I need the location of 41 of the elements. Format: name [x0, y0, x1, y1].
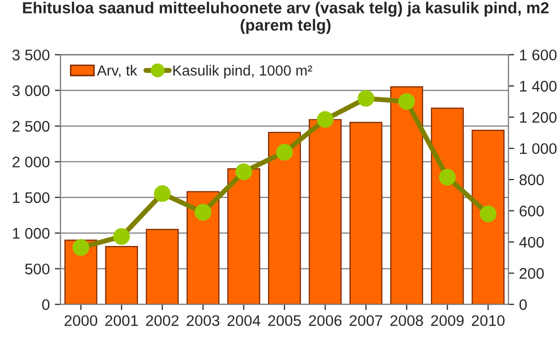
y2-tick-label: 800	[520, 174, 544, 186]
y2-tick-label: 200	[520, 268, 544, 279]
y-tick-label: 2 500	[12, 120, 50, 132]
legend-label: Kasulik pind, 1000 m²	[173, 64, 312, 79]
y-tick-label: 500	[25, 264, 50, 274]
x-tick-label: 2009	[431, 315, 464, 326]
bar	[268, 132, 301, 304]
bar	[390, 86, 424, 304]
chart-title: Ehitusloa saanud mitteeluhoonete arv (vasak telg) ja kasulik pind, m2 (parem telg)	[23, 2, 549, 34]
y2-tick-label: 1 600	[520, 50, 557, 60]
bar	[308, 119, 342, 304]
x-tick-label: 2006	[308, 315, 342, 326]
x-tick-label: 2008	[390, 315, 423, 326]
bar	[472, 130, 505, 304]
x-tick-label: 2000	[64, 315, 98, 326]
bar	[430, 108, 464, 304]
y2-tick-label: 1 400	[520, 80, 557, 92]
x-tick-label: 2003	[186, 315, 220, 326]
x-tick-label: 2001	[105, 315, 138, 326]
x-tick-label: 2007	[350, 315, 382, 326]
x-tick-label: 2004	[228, 315, 260, 326]
y-tick-label: 2 000	[12, 156, 50, 168]
y2-tick-label: 1 000	[520, 143, 557, 154]
y-tick-label: 3 000	[12, 85, 50, 96]
x-tick-label: 2010	[472, 315, 505, 326]
y2-tick-label: 400	[519, 236, 544, 248]
bar	[146, 228, 179, 304]
y-tick-label: 3 500	[12, 50, 50, 60]
x-tick-label: 2005	[268, 315, 301, 326]
y-tick-label: 1 500	[13, 192, 50, 204]
bar	[186, 191, 220, 304]
y2-tick-label: 600	[520, 206, 544, 216]
bar	[227, 168, 260, 304]
x-tick-label: 2002	[146, 315, 179, 326]
y2-tick-label: 0	[519, 299, 527, 310]
y-tick-label: 0	[42, 299, 50, 310]
legend-label: Arv, tk	[96, 64, 138, 78]
y-tick-label: 1 000	[13, 228, 50, 239]
bar	[105, 246, 138, 304]
bar	[349, 122, 382, 304]
y2-tick-label: 1 200	[520, 112, 557, 123]
